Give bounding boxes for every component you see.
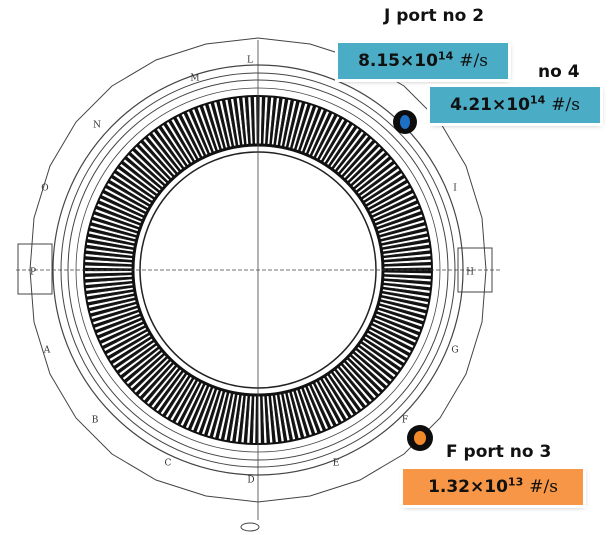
callout-label: no 4 xyxy=(538,62,580,82)
rate-mantissa: 1.32×10 xyxy=(428,477,508,497)
port-label: F xyxy=(402,416,408,426)
port-label: P xyxy=(30,268,36,278)
rate-unit: #/s xyxy=(551,95,580,115)
rate-unit: #/s xyxy=(459,51,488,71)
rate-box: 4.21×1014 #/s xyxy=(430,87,600,123)
diagram: ABCDEFGHILMNOP J port no 2 8.15×1014#/s … xyxy=(0,0,609,535)
rate-exponent: 14 xyxy=(438,49,453,62)
detector-marker xyxy=(400,115,410,129)
callout-label: F port no 3 xyxy=(446,442,551,462)
port-label: M xyxy=(190,74,199,84)
marker xyxy=(241,523,259,531)
port-label: N xyxy=(93,121,101,131)
port-label: L xyxy=(247,56,253,66)
rate-exponent: 13 xyxy=(508,475,523,488)
port-label: B xyxy=(92,416,99,426)
port-label: A xyxy=(43,346,51,356)
rate-mantissa: 8.15×10 xyxy=(358,51,438,71)
port-label: O xyxy=(41,184,48,194)
port-label: C xyxy=(165,459,172,469)
rate-box: 1.32×1013 #/s xyxy=(403,469,583,505)
rate-exponent: 14 xyxy=(530,93,545,106)
rate-box: 8.15×1014 #/s xyxy=(338,43,508,79)
port-label: I xyxy=(453,184,457,194)
callout-label: J port no 2 xyxy=(384,6,484,26)
port-label: H xyxy=(466,268,474,278)
rate-mantissa: 4.21×10 xyxy=(450,95,530,115)
port-label: G xyxy=(451,346,458,356)
port-label: E xyxy=(333,459,340,469)
rate-unit: #/s xyxy=(529,477,558,497)
detector-marker xyxy=(414,431,426,445)
port-label: D xyxy=(247,476,254,486)
